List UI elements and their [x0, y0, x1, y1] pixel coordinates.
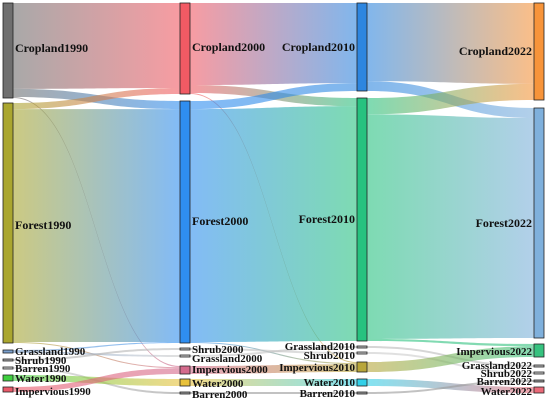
- label-cropland1990: Cropland1990: [15, 41, 88, 55]
- label-grassland2000: Grassland2000: [192, 353, 263, 365]
- link-Forest2000-to-Forest2010: [190, 106, 357, 342]
- label-grassland1990: Grassland1990: [15, 346, 86, 358]
- link-Impervious2010-to-Impervious2022: [367, 346, 534, 372]
- link-Water2000-to-Water2010: [190, 379, 357, 386]
- node-grassland2000: [179, 354, 191, 358]
- node-shrub2022: [533, 371, 545, 375]
- link-Forest2000-to-Cropland2010: [190, 83, 357, 110]
- label-barren2000: Barren2000: [192, 389, 248, 401]
- link-Grassland2000-to-Grassland2010: [190, 346, 357, 357]
- label-grassland2022: Grassland2022: [462, 360, 533, 372]
- link-Impervious2000-to-Impervious2010: [190, 364, 357, 374]
- label-shrub2022: Shrub2022: [481, 368, 533, 380]
- node-shrub1990: [2, 358, 14, 362]
- label-cropland2000: Cropland2000: [192, 40, 265, 54]
- link-Barren2010-to-Barren2022: [367, 380, 534, 394]
- node-forest1990: [2, 102, 14, 344]
- label-barren2022: Barren2022: [477, 376, 533, 388]
- label-barren2010: Barren2010: [300, 388, 356, 400]
- node-barren1990: [2, 366, 14, 370]
- link-Forest2010-to-Cropland2022: [367, 83, 534, 115]
- label-impervious2022: Impervious2022: [456, 346, 532, 358]
- label-cropland2022: Cropland2022: [459, 44, 532, 58]
- label-water2010: Water2010: [304, 377, 356, 389]
- node-cropland2000: [179, 2, 191, 95]
- label-forest2000: Forest2000: [192, 214, 248, 228]
- node-shrub2000: [179, 347, 191, 351]
- link-Forest2010-to-Forest2022: [367, 114, 534, 339]
- node-bars: [2, 2, 545, 395]
- label-shrub2000: Shrub2000: [192, 344, 244, 356]
- label-forest1990: Forest1990: [15, 218, 71, 232]
- link-Cropland1990-to-Cropland2000: [13, 3, 180, 89]
- label-shrub2010: Shrub2010: [304, 350, 356, 362]
- link-Barren2000-to-Barren2010: [190, 392, 357, 394]
- link-Impervious1990-to-Impervious2000: [13, 368, 180, 392]
- node-impervious1990: [2, 386, 14, 393]
- node-shrub2010: [356, 351, 368, 355]
- label-grassland2010: Grassland2010: [285, 341, 356, 353]
- node-cropland2022: [533, 2, 545, 101]
- node-water1990: [2, 374, 14, 382]
- link-Forest1990-to-Cropland2000: [13, 88, 180, 110]
- node-impervious2010: [356, 361, 368, 373]
- link-Cropland2010-to-Cropland2022: [367, 3, 534, 84]
- label-forest2010: Forest2010: [299, 212, 355, 226]
- label-cropland2010: Cropland2010: [282, 40, 355, 54]
- label-impervious2010: Impervious2010: [279, 362, 355, 374]
- node-forest2010: [356, 97, 368, 342]
- label-water2022: Water2022: [481, 386, 533, 398]
- label-impervious2000: Impervious2000: [192, 364, 268, 376]
- node-grassland2022: [533, 364, 545, 368]
- label-water2000: Water2000: [192, 378, 244, 390]
- node-grassland2010: [356, 345, 368, 349]
- node-grassland1990: [2, 349, 14, 354]
- label-shrub1990: Shrub1990: [15, 355, 67, 367]
- node-cropland1990: [2, 2, 14, 99]
- label-impervious1990: Impervious1990: [15, 386, 91, 398]
- node-barren2000: [179, 391, 191, 395]
- link-Forest1990-to-Forest2000: [13, 109, 180, 342]
- link-Grassland1990-to-Forest2000: [13, 341, 180, 352]
- node-impervious2022: [533, 343, 545, 358]
- node-forest2022: [533, 107, 545, 339]
- label-barren1990: Barren1990: [15, 363, 71, 375]
- node-labels: Cropland1990Forest1990Grassland1990Shrub…: [15, 40, 532, 401]
- link-Cropland2000-to-Cropland2010: [190, 3, 357, 85]
- node-forest2000: [179, 100, 191, 344]
- node-water2022: [533, 386, 545, 394]
- node-barren2010: [356, 391, 368, 395]
- node-cropland2010: [356, 2, 368, 92]
- label-forest2022: Forest2022: [476, 216, 532, 230]
- node-impervious2000: [179, 365, 191, 375]
- node-barren2022: [533, 379, 545, 383]
- flow-links: [13, 3, 534, 394]
- link-Forest2000-to-Impervious2010: [190, 341, 357, 365]
- label-water1990: Water1990: [15, 373, 67, 385]
- node-water2010: [356, 378, 368, 387]
- link-Shrub1990-to-Shrub2000: [13, 348, 180, 361]
- node-water2000: [179, 378, 191, 387]
- link-Forest2010-to-Impervious2022: [367, 338, 534, 347]
